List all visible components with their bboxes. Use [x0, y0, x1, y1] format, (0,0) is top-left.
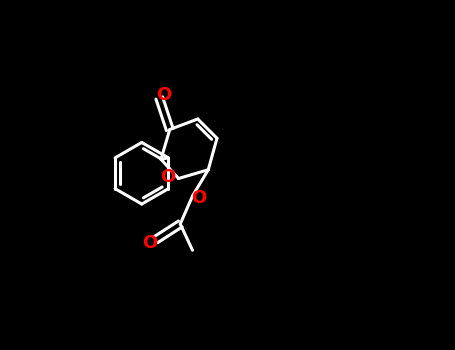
Text: O: O	[160, 168, 176, 187]
Text: O: O	[157, 85, 172, 104]
Text: O: O	[142, 234, 157, 252]
Text: O: O	[191, 189, 207, 207]
